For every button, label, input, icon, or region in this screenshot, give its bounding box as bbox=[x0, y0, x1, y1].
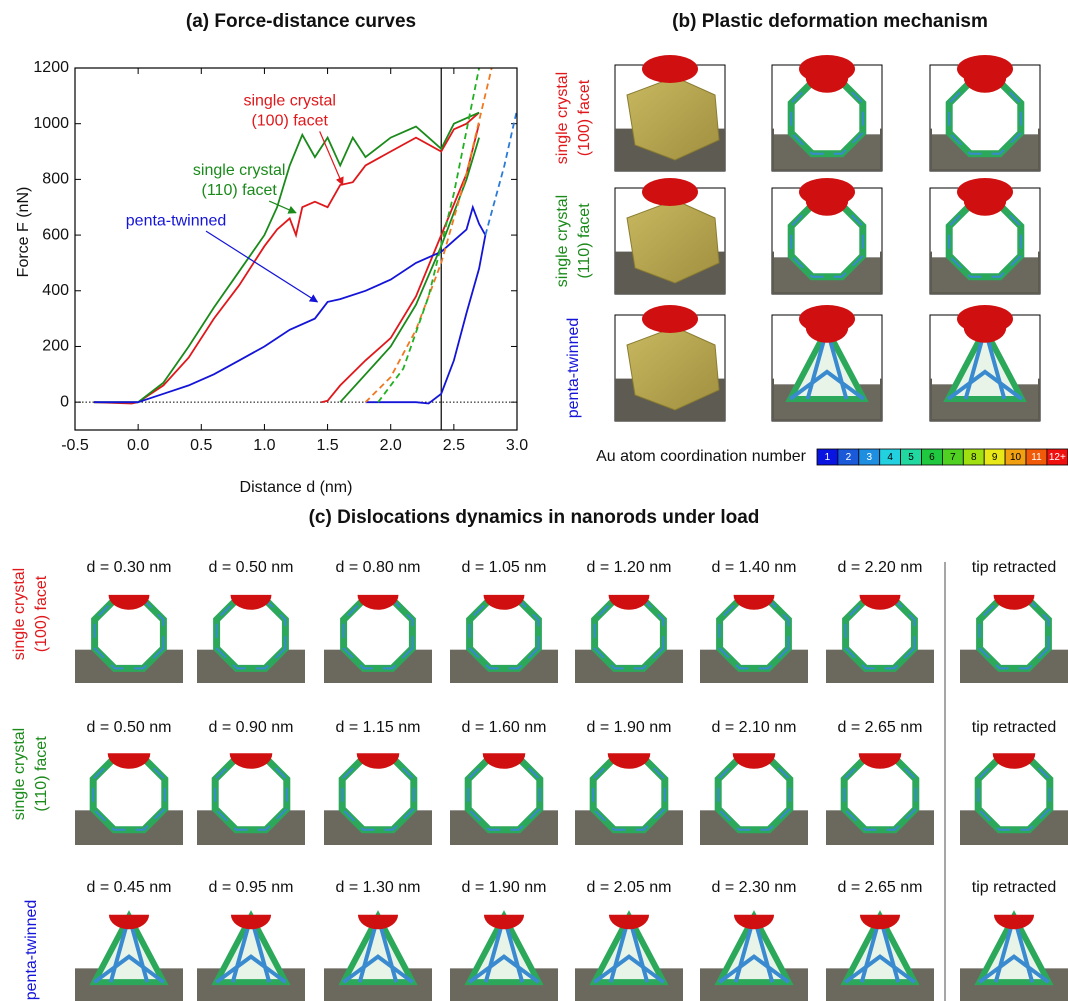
series-line bbox=[378, 68, 479, 402]
x-tick-label: 3.0 bbox=[506, 437, 528, 454]
indenter-tip bbox=[957, 178, 1013, 206]
frame-label: d = 0.50 nm bbox=[87, 719, 172, 736]
frame-label: d = 0.45 nm bbox=[87, 879, 172, 896]
indenter-tip bbox=[799, 178, 855, 206]
annotation-arrow bbox=[320, 131, 343, 185]
colorbar-tick: 9 bbox=[992, 452, 998, 463]
annotation: (100) facet bbox=[251, 113, 328, 130]
frame-label: d = 2.30 nm bbox=[712, 879, 797, 896]
row-label: single crystal bbox=[554, 195, 571, 287]
row-label: (110) facet bbox=[576, 203, 593, 279]
indenter-tip bbox=[642, 55, 698, 83]
y-tick-label: 600 bbox=[42, 226, 69, 243]
frame-label: d = 1.20 nm bbox=[587, 559, 672, 576]
series-line bbox=[94, 113, 479, 404]
frame-label: d = 0.80 nm bbox=[336, 559, 421, 576]
annotation-arrow bbox=[269, 201, 296, 213]
frame-label: d = 0.50 nm bbox=[209, 559, 294, 576]
colorbar-tick: 8 bbox=[971, 452, 977, 463]
frame-label: d = 2.20 nm bbox=[838, 559, 923, 576]
row-label: penta-twinned bbox=[23, 900, 40, 1001]
row-label: penta-twinned bbox=[565, 318, 582, 419]
annotation-arrow bbox=[206, 231, 317, 302]
y-tick-label: 0 bbox=[60, 393, 69, 410]
y-tick-label: 200 bbox=[42, 338, 69, 355]
x-axis-label: Distance d (nm) bbox=[240, 479, 353, 496]
x-tick-label: 0.5 bbox=[190, 437, 212, 454]
row-label: (100) facet bbox=[576, 79, 593, 156]
frame-label: d = 0.95 nm bbox=[209, 879, 294, 896]
frame-label: d = 1.60 nm bbox=[462, 719, 547, 736]
colorbar-tick: 3 bbox=[866, 452, 872, 463]
frame-label: d = 1.05 nm bbox=[462, 559, 547, 576]
colorbar-tick: 10 bbox=[1010, 452, 1022, 463]
frame-label: tip retracted bbox=[972, 879, 1056, 896]
x-tick-label: 2.5 bbox=[443, 437, 465, 454]
colorbar-tick: 5 bbox=[908, 452, 914, 463]
indenter-tip bbox=[957, 305, 1013, 333]
annotation: single crystal bbox=[193, 162, 285, 179]
x-tick-label: 0.0 bbox=[127, 437, 149, 454]
series-line bbox=[94, 207, 486, 402]
series-line bbox=[366, 235, 486, 403]
annotation: penta-twinned bbox=[126, 212, 227, 229]
frame-label: d = 1.90 nm bbox=[587, 719, 672, 736]
annotation: single crystal bbox=[243, 93, 335, 110]
row-label: single crystal bbox=[11, 728, 28, 820]
series-line bbox=[340, 138, 479, 403]
colorbar-tick: 6 bbox=[929, 452, 935, 463]
frame-label: d = 2.10 nm bbox=[712, 719, 797, 736]
frame-label: d = 0.30 nm bbox=[87, 559, 172, 576]
colorbar-label: Au atom coordination number bbox=[596, 448, 807, 465]
frame-label: d = 1.90 nm bbox=[462, 879, 547, 896]
y-tick-label: 1200 bbox=[33, 59, 69, 76]
x-tick-label: 1.5 bbox=[316, 437, 338, 454]
colorbar-tick: 2 bbox=[846, 452, 852, 463]
colorbar-tick: 7 bbox=[950, 452, 956, 463]
annotation: (110) facet bbox=[202, 182, 278, 199]
frame-label: d = 1.15 nm bbox=[336, 719, 421, 736]
x-tick-label: 2.0 bbox=[380, 437, 402, 454]
frame-label: d = 2.65 nm bbox=[838, 879, 923, 896]
series-line bbox=[94, 113, 479, 403]
colorbar-tick: 12+ bbox=[1049, 452, 1066, 463]
row-label: single crystal bbox=[554, 72, 571, 164]
frame-label: d = 1.40 nm bbox=[712, 559, 797, 576]
y-tick-label: 400 bbox=[42, 282, 69, 299]
frame-label: tip retracted bbox=[972, 559, 1056, 576]
x-tick-label: -0.5 bbox=[61, 437, 89, 454]
frame-label: d = 2.65 nm bbox=[838, 719, 923, 736]
frame-label: tip retracted bbox=[972, 719, 1056, 736]
row-label: single crystal bbox=[11, 568, 28, 660]
frame-label: d = 0.90 nm bbox=[209, 719, 294, 736]
colorbar-tick: 4 bbox=[887, 452, 893, 463]
panel-title: (c) Dislocations dynamics in nanorods un… bbox=[309, 507, 760, 528]
chart-title: (a) Force-distance curves bbox=[186, 11, 416, 32]
indenter-tip bbox=[957, 55, 1013, 83]
frame-label: d = 2.05 nm bbox=[587, 879, 672, 896]
indenter-tip bbox=[642, 178, 698, 206]
row-label: (100) facet bbox=[33, 575, 50, 652]
indenter-tip bbox=[799, 305, 855, 333]
frame-label: d = 1.30 nm bbox=[336, 879, 421, 896]
indenter-tip bbox=[642, 305, 698, 333]
colorbar-tick: 11 bbox=[1031, 452, 1042, 463]
y-tick-label: 800 bbox=[42, 171, 69, 188]
figure: (a) Force-distance curves (b) Plastic de… bbox=[0, 0, 1068, 1001]
colorbar-tick: 1 bbox=[825, 452, 831, 463]
x-tick-label: 1.0 bbox=[253, 437, 275, 454]
y-axis-label: Force F (nN) bbox=[15, 187, 32, 278]
series-line bbox=[485, 110, 517, 235]
row-label: (110) facet bbox=[33, 736, 50, 812]
indenter-tip bbox=[799, 55, 855, 83]
y-tick-label: 1000 bbox=[33, 115, 69, 132]
panel-title: (b) Plastic deformation mechanism bbox=[672, 11, 988, 32]
